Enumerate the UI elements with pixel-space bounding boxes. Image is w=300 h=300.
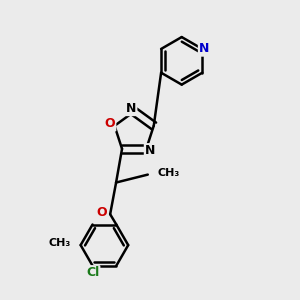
Text: N: N	[126, 102, 136, 115]
Text: CH₃: CH₃	[49, 238, 71, 248]
Text: O: O	[96, 206, 107, 219]
Text: Cl: Cl	[86, 266, 99, 279]
Text: O: O	[104, 117, 115, 130]
Text: CH₃: CH₃	[158, 168, 180, 178]
Text: N: N	[199, 42, 209, 56]
Text: N: N	[145, 144, 155, 157]
